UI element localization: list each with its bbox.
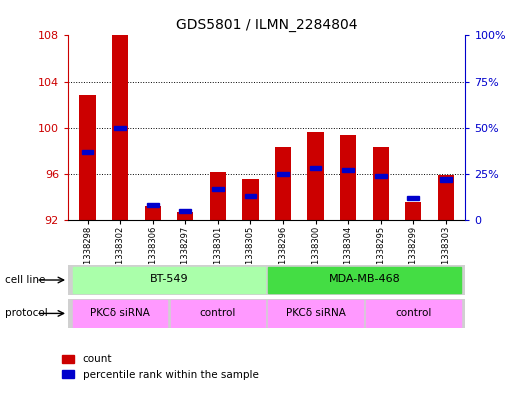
Bar bbox=[405, 202, 422, 220]
Bar bbox=[277, 172, 289, 176]
Bar bbox=[73, 300, 167, 327]
Text: protocol: protocol bbox=[5, 309, 48, 318]
Bar bbox=[407, 196, 419, 200]
Text: control: control bbox=[395, 308, 431, 318]
Bar bbox=[340, 135, 356, 220]
Bar bbox=[114, 126, 126, 130]
Bar bbox=[177, 212, 194, 220]
Bar bbox=[268, 300, 363, 327]
Bar bbox=[170, 300, 265, 327]
Bar bbox=[372, 147, 389, 220]
Bar bbox=[210, 172, 226, 220]
Bar bbox=[275, 147, 291, 220]
Bar bbox=[144, 206, 161, 220]
Bar bbox=[245, 194, 256, 198]
Bar bbox=[310, 166, 322, 171]
Bar bbox=[179, 209, 191, 213]
Bar bbox=[366, 300, 461, 327]
Text: MDA-MB-468: MDA-MB-468 bbox=[328, 274, 400, 285]
Text: PKCδ siRNA: PKCδ siRNA bbox=[286, 308, 346, 318]
Title: GDS5801 / ILMN_2284804: GDS5801 / ILMN_2284804 bbox=[176, 18, 358, 31]
Bar bbox=[268, 267, 461, 293]
Bar bbox=[79, 95, 96, 220]
Bar bbox=[73, 267, 265, 293]
Text: cell line: cell line bbox=[5, 275, 46, 285]
Bar bbox=[438, 175, 454, 220]
Bar bbox=[440, 177, 452, 182]
Bar bbox=[343, 168, 354, 172]
Bar bbox=[112, 35, 128, 220]
Bar bbox=[242, 178, 258, 220]
Bar bbox=[308, 132, 324, 220]
Bar bbox=[375, 174, 386, 178]
Legend: count, percentile rank within the sample: count, percentile rank within the sample bbox=[58, 350, 263, 384]
Bar bbox=[212, 187, 224, 191]
Bar bbox=[82, 150, 94, 154]
Text: control: control bbox=[200, 308, 236, 318]
Bar bbox=[147, 203, 158, 208]
Text: PKCδ siRNA: PKCδ siRNA bbox=[90, 308, 150, 318]
Text: BT-549: BT-549 bbox=[150, 274, 188, 285]
